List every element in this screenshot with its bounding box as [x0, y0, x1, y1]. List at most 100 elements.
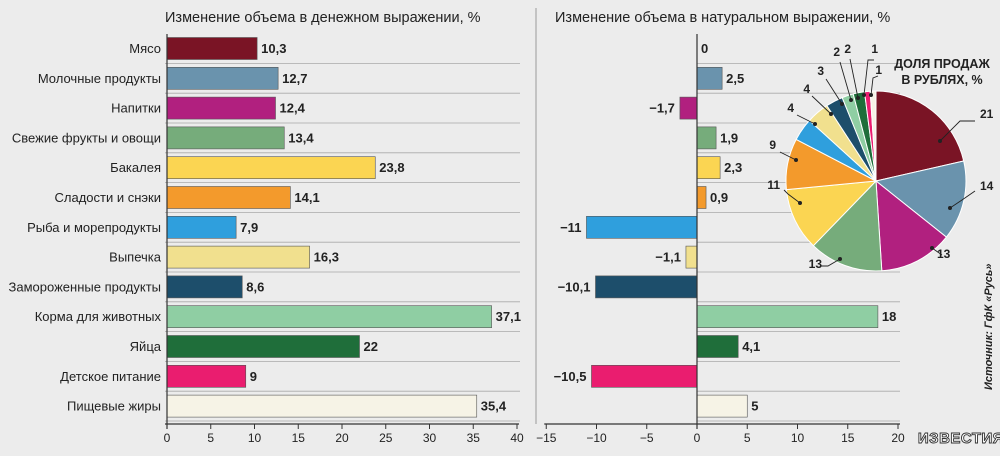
bar-volume [696, 67, 723, 90]
x-tick-label: 5 [744, 431, 751, 445]
x-tick-label: 15 [841, 431, 855, 445]
x-tick-label: 15 [292, 431, 306, 445]
pie-slice [875, 179, 948, 272]
volume-chart-title: Изменение объема в натуральном выражении… [555, 10, 890, 26]
axes: 0 5 10 15 20 25 30 35 40 −15 −10 −5 0 5 10 15 20 [164, 34, 905, 445]
category-label: Яйца [130, 339, 162, 354]
volume-bars: 0 2,5 −1,7 1,9 2,3 0,9 −11 −1,1 −10,1 18 4,1 −10,5 5 [554, 41, 896, 418]
bar-volume [696, 126, 717, 150]
pie-slice-label: 14 [980, 179, 994, 193]
bar-value-label: 16,3 [314, 250, 339, 265]
category-label: Мясо [129, 41, 161, 56]
bar-value-label: −10,5 [554, 369, 587, 384]
bar-value-label: 23,8 [379, 160, 404, 175]
pie-slice [869, 90, 877, 182]
bar-value-label: 13,4 [288, 130, 314, 145]
bar-value-label: 7,9 [240, 220, 258, 235]
pie-slice-label: 13 [809, 257, 823, 271]
x-tick-label: 20 [891, 431, 905, 445]
bar-volume [595, 275, 698, 299]
bar-value-label: 37,1 [496, 309, 521, 324]
x-tick-label: −5 [640, 431, 654, 445]
bar-value-label: 10,3 [261, 41, 286, 56]
pie-slice-label: 4 [803, 82, 810, 96]
category-label: Молочные продукты [38, 71, 161, 86]
bar-money [166, 186, 291, 209]
bar-money [166, 394, 478, 418]
bar-value-label: 2,5 [726, 71, 744, 86]
bar-volume [696, 305, 879, 329]
x-tick-label: 10 [248, 431, 262, 445]
category-label: Замороженные продукты [9, 279, 161, 294]
bar-money [166, 67, 279, 90]
x-tick-label: 25 [379, 431, 393, 445]
bar-value-label: −1,1 [655, 250, 681, 265]
bar-money [166, 96, 276, 120]
pie-slice-label: 1 [871, 42, 878, 56]
bar-money [166, 335, 360, 358]
x-tick-label: 30 [423, 431, 437, 445]
x-tick-label: 0 [164, 431, 171, 445]
bar-money [166, 216, 237, 239]
money-bars: 10,3 12,7 12,4 13,4 23,8 14,1 7,9 16,3 8,6 37,1 22… [166, 37, 521, 418]
category-label: Бакалея [110, 160, 161, 175]
pie-slice-label: 4 [787, 101, 794, 115]
pie-slice-label: 1 [875, 63, 882, 77]
x-tick-label: 5 [207, 431, 214, 445]
bar-value-label: 0 [701, 41, 708, 56]
category-label: Свежие фрукты и овощи [12, 130, 161, 145]
bar-volume [696, 394, 748, 418]
logo-text: ИЗВЕСТИЯ [918, 430, 1000, 447]
bar-money [166, 245, 310, 269]
bar-value-label: 12,4 [280, 101, 306, 116]
category-label: Корма для животных [35, 309, 162, 324]
bar-value-label: 18 [882, 309, 896, 324]
bar-value-label: −1,7 [649, 101, 675, 116]
pie-slice-label: 13 [937, 247, 951, 261]
pie-slice-label: 2 [833, 45, 840, 59]
bar-volume [591, 364, 698, 388]
category-label: Сладости и снэки [55, 190, 161, 205]
bar-value-label: 8,6 [246, 279, 264, 294]
bar-value-label: 14,1 [294, 190, 319, 205]
bar-value-label: 0,9 [710, 190, 728, 205]
bar-value-label: 35,4 [481, 399, 507, 414]
bar-money [166, 126, 285, 150]
pie-title-line-2: В РУБЛЯХ, % [901, 73, 982, 87]
pie-slice-label: 9 [769, 138, 776, 152]
x-tick-label: 0 [694, 431, 701, 445]
bar-volume [586, 216, 698, 239]
bar-value-label: −11 [560, 220, 581, 235]
x-tick-label: −15 [536, 431, 557, 445]
bar-value-label: 9 [250, 369, 257, 384]
bar-money [166, 37, 258, 60]
x-tick-label: 40 [510, 431, 524, 445]
category-label: Выпечка [109, 250, 162, 265]
pie-slice-label: 3 [817, 64, 824, 78]
bar-money [166, 275, 243, 299]
bar-value-label: 12,7 [282, 71, 307, 86]
publisher-logo: ИЗВЕСТИЯ [917, 426, 1000, 447]
bar-value-label: 5 [751, 399, 758, 414]
pie-slice-label: 2 [844, 42, 851, 56]
bar-volume [685, 245, 698, 269]
bar-volume [696, 335, 739, 358]
pie-slice-label: 11 [767, 178, 780, 192]
bar-value-label: 4,1 [742, 339, 760, 354]
x-tick-label: 20 [335, 431, 349, 445]
bar-volume [679, 96, 698, 120]
bar-money [166, 156, 376, 179]
bar-value-label: 22 [364, 339, 378, 354]
pie-slice-label: 21 [980, 107, 994, 121]
bar-money [166, 305, 492, 329]
category-label: Напитки [111, 101, 161, 116]
category-label: Пищевые жиры [67, 399, 161, 414]
bar-value-label: 1,9 [720, 130, 738, 145]
bar-volume [696, 156, 721, 179]
pie-slice [875, 90, 965, 182]
category-label: Детское питание [60, 369, 161, 384]
category-label: Рыба и морепродукты [27, 220, 161, 235]
x-tick-label: 10 [791, 431, 805, 445]
